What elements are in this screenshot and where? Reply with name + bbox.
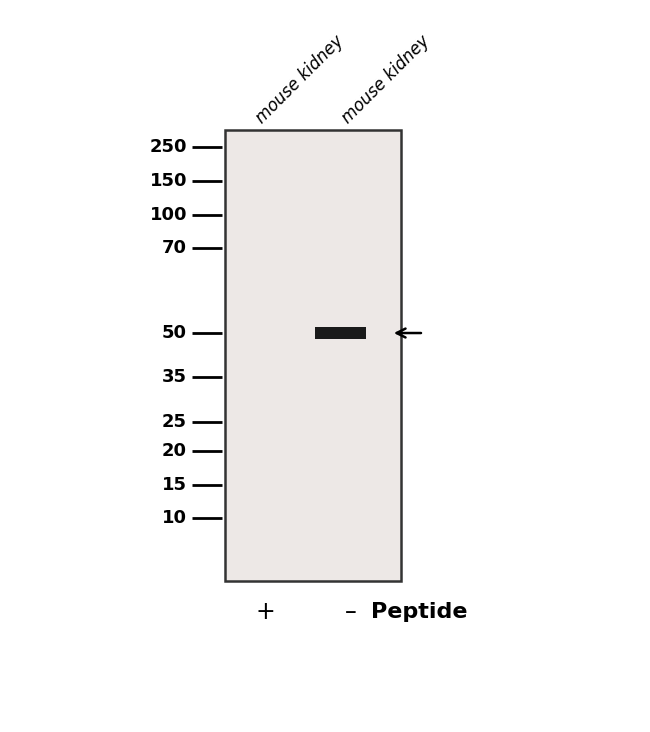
- Text: 15: 15: [162, 476, 187, 493]
- Text: mouse kidney: mouse kidney: [252, 32, 347, 127]
- Text: 250: 250: [150, 138, 187, 156]
- Text: 25: 25: [162, 413, 187, 430]
- Text: 100: 100: [150, 206, 187, 224]
- Text: 35: 35: [162, 368, 187, 386]
- Text: –: –: [345, 600, 357, 624]
- Text: 70: 70: [162, 239, 187, 258]
- Text: +: +: [255, 600, 275, 624]
- Text: 10: 10: [162, 509, 187, 528]
- Text: 50: 50: [162, 324, 187, 342]
- Text: 20: 20: [162, 442, 187, 460]
- Text: Peptide: Peptide: [370, 602, 467, 622]
- Text: 150: 150: [150, 172, 187, 190]
- Text: mouse kidney: mouse kidney: [338, 32, 433, 127]
- Bar: [225, 130, 401, 581]
- Bar: [315, 326, 366, 339]
